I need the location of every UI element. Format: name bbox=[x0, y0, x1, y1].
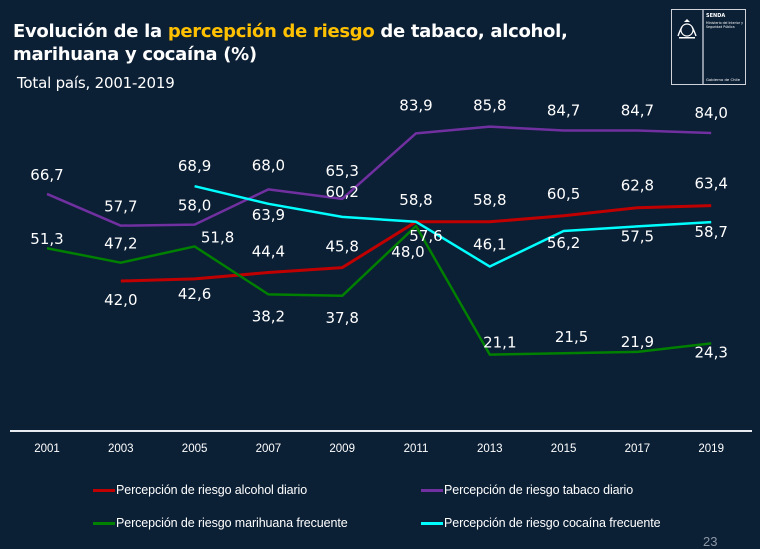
chart-subtitle: Total país, 2001-2019 bbox=[17, 74, 175, 92]
x-tick-label: 2015 bbox=[551, 443, 577, 455]
data-label-cocaina: 57,6 bbox=[409, 227, 442, 245]
x-tick-label: 2001 bbox=[34, 443, 60, 455]
series-line-tabaco bbox=[46, 125, 712, 227]
page-number: 23 bbox=[703, 534, 718, 549]
line-chart: 42,0 42,6 44,4 45,8 58,8 58,8 60,5 62,8 63,4 66,7… bbox=[10, 96, 752, 455]
data-label-alcohol: 44,4 bbox=[252, 243, 285, 261]
series-line-marihuana bbox=[46, 224, 712, 356]
data-label-cocaina: 57,5 bbox=[621, 227, 654, 245]
logo-ministry: Ministerio del Interior y Seguridad Públ… bbox=[706, 21, 743, 29]
x-tick-label: 2009 bbox=[329, 443, 355, 455]
data-label-alcohol: 62,8 bbox=[621, 177, 654, 195]
data-label-marihuana: 21,1 bbox=[483, 334, 516, 352]
data-label-tabaco: 68,0 bbox=[252, 156, 285, 174]
data-label-marihuana: 38,2 bbox=[252, 307, 285, 325]
legend-item-alcohol: Percepción de riesgo alcohol diario bbox=[93, 483, 307, 497]
logo-government: Gobierno de Chile bbox=[706, 77, 740, 82]
data-label-marihuana: 51,3 bbox=[30, 230, 63, 248]
data-label-cocaina: 60,2 bbox=[325, 183, 358, 201]
chart-title: Evolución de la percepción de riesgo de … bbox=[13, 20, 633, 66]
legend-item-cocaina: Percepción de riesgo cocaína frecuente bbox=[421, 516, 661, 530]
chile-coat-of-arms-icon bbox=[677, 19, 697, 39]
data-label-marihuana: 47,2 bbox=[104, 235, 137, 253]
legend-label-marihuana: Percepción de riesgo marihuana frecuente bbox=[116, 516, 348, 530]
data-label-alcohol: 63,4 bbox=[694, 175, 727, 193]
x-tick-label: 2007 bbox=[256, 443, 282, 455]
logo-brand: SENDA bbox=[706, 13, 726, 19]
x-tick-label: 2003 bbox=[108, 443, 134, 455]
legend-swatch-tabaco bbox=[421, 488, 443, 492]
data-label-alcohol: 42,0 bbox=[104, 291, 137, 309]
title-highlight: percepción de riesgo bbox=[167, 21, 375, 42]
data-label-cocaina: 58,7 bbox=[694, 223, 727, 241]
data-label-alcohol: 58,8 bbox=[473, 191, 506, 209]
data-label-marihuana: 21,9 bbox=[621, 333, 654, 351]
legend-swatch-alcohol bbox=[93, 488, 115, 492]
data-label-tabaco: 83,9 bbox=[399, 96, 432, 114]
senda-logo: SENDA Ministerio del Interior y Segurida… bbox=[671, 9, 746, 85]
series-lines bbox=[46, 125, 712, 356]
data-label-tabaco: 84,0 bbox=[694, 104, 727, 122]
data-label-marihuana: 21,5 bbox=[555, 328, 588, 346]
data-label-cocaina: 68,9 bbox=[178, 157, 211, 175]
x-tick-label: 2013 bbox=[477, 443, 503, 455]
legend-label-alcohol: Percepción de riesgo alcohol diario bbox=[116, 483, 308, 497]
data-label-marihuana: 37,8 bbox=[325, 309, 358, 327]
legend-swatch-cocaina bbox=[421, 521, 443, 525]
data-label-marihuana: 48,0 bbox=[391, 243, 424, 261]
legend-item-tabaco: Percepción de riesgo tabaco diario bbox=[421, 483, 633, 497]
legend-label-tabaco: Percepción de riesgo tabaco diario bbox=[444, 483, 634, 497]
data-label-alcohol: 58,8 bbox=[399, 191, 432, 209]
data-label-tabaco: 66,7 bbox=[30, 166, 63, 184]
title-part2: de tabaco, alcohol, marihuana y cocaína … bbox=[13, 21, 568, 65]
logo-divider bbox=[702, 10, 704, 84]
data-labels: 42,0 42,6 44,4 45,8 58,8 58,8 60,5 62,8 63,4 66,7… bbox=[30, 96, 728, 361]
x-tick-label: 2017 bbox=[625, 443, 651, 455]
legend-label-cocaina: Percepción de riesgo cocaína frecuente bbox=[444, 516, 661, 530]
data-label-alcohol: 42,6 bbox=[178, 285, 211, 303]
data-label-tabaco: 84,7 bbox=[621, 102, 654, 120]
x-tick-label: 2011 bbox=[404, 443, 429, 455]
data-label-tabaco: 57,7 bbox=[104, 198, 137, 216]
x-tick-labels: 2001 2003 2005 2007 2009 2011 2013 2015 2017 2019 bbox=[34, 443, 724, 455]
legend-swatch-marihuana bbox=[93, 521, 115, 525]
data-label-cocaina: 56,2 bbox=[547, 234, 580, 252]
x-tick-label: 2005 bbox=[182, 443, 208, 455]
data-label-alcohol: 45,8 bbox=[325, 238, 358, 256]
title-part1: Evolución de la bbox=[13, 21, 168, 42]
series-line-cocaina bbox=[194, 184, 712, 268]
legend-item-marihuana: Percepción de riesgo marihuana frecuente bbox=[93, 516, 348, 530]
x-tick-label: 2019 bbox=[698, 443, 724, 455]
data-label-alcohol: 60,5 bbox=[547, 185, 580, 203]
data-label-cocaina: 63,9 bbox=[252, 206, 285, 224]
data-label-tabaco: 84,7 bbox=[547, 102, 580, 120]
data-label-cocaina: 46,1 bbox=[473, 236, 506, 254]
data-label-tabaco: 65,3 bbox=[325, 162, 358, 180]
data-label-marihuana: 51,8 bbox=[201, 228, 234, 246]
data-label-tabaco: 58,0 bbox=[178, 197, 211, 215]
data-label-marihuana: 24,3 bbox=[694, 343, 727, 361]
data-label-tabaco: 85,8 bbox=[473, 97, 506, 115]
